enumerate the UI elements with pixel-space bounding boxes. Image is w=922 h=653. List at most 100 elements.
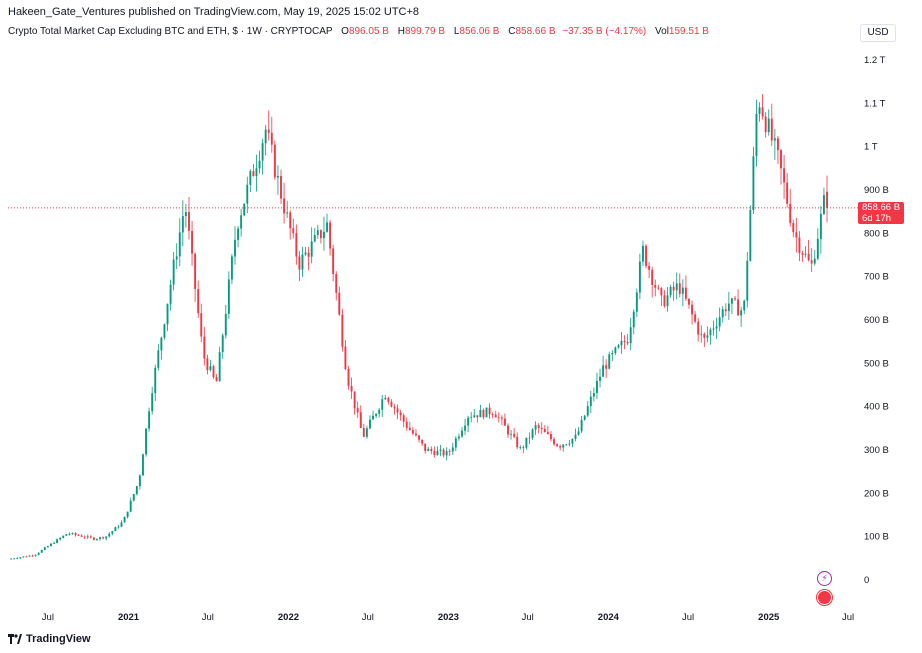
candle-body — [359, 412, 362, 428]
candle-body — [301, 254, 304, 270]
candle-body — [372, 415, 374, 420]
candle-body — [341, 314, 344, 347]
candle-body — [629, 327, 632, 344]
x-tick-label: 2021 — [118, 612, 140, 623]
candle-body — [755, 113, 758, 157]
candle-body — [700, 333, 703, 335]
candle-body — [663, 295, 666, 307]
x-tick-label: Jul — [842, 612, 854, 623]
candle-body — [221, 335, 224, 353]
y-tick-label: 0 — [864, 575, 869, 586]
candle-body — [491, 414, 494, 416]
candle-body — [212, 366, 215, 377]
candle-body — [402, 415, 405, 422]
candle-body — [709, 329, 712, 336]
candle-body — [267, 129, 270, 133]
candle-body — [369, 419, 371, 429]
candle-body — [169, 284, 172, 304]
candle-body — [411, 429, 414, 434]
candle-body — [743, 300, 746, 311]
candle-body — [347, 369, 350, 386]
candle-body — [442, 449, 445, 456]
candle-body — [310, 241, 313, 257]
candle-body — [191, 230, 194, 254]
candle-body — [145, 428, 147, 455]
candle-body — [479, 409, 482, 418]
candle-body — [433, 451, 436, 456]
candle-body — [461, 430, 463, 437]
candle-body — [436, 450, 439, 456]
candle-body — [638, 261, 641, 293]
candle-body — [240, 215, 243, 229]
candle-body — [571, 438, 574, 444]
candle-body — [166, 303, 169, 325]
currency-button[interactable]: USD — [860, 24, 896, 42]
candle-body — [776, 138, 779, 151]
lightning-icon[interactable]: ⚡ — [817, 571, 832, 586]
candle-body — [378, 409, 381, 414]
candle-body — [86, 536, 89, 538]
candle-body — [384, 397, 387, 400]
candle-body — [430, 448, 433, 452]
candle-body — [209, 366, 212, 371]
candle-body — [200, 313, 203, 337]
candle-body — [184, 212, 187, 217]
candle-body — [181, 216, 184, 233]
candle-body — [445, 451, 448, 456]
candle-body — [405, 421, 408, 428]
candle-body — [77, 534, 80, 536]
candle-body — [562, 444, 565, 448]
candle-body — [448, 451, 451, 453]
candle-body — [43, 547, 46, 550]
candle-body — [574, 434, 577, 439]
candle-body — [795, 232, 798, 238]
candle-body — [62, 535, 65, 538]
candle-body — [111, 531, 114, 534]
candle-body — [249, 171, 252, 185]
candle-body — [40, 549, 43, 553]
close-key: C — [508, 26, 516, 37]
candle-body — [457, 436, 460, 439]
low-value: 856.06 B — [459, 26, 500, 37]
candle-body — [129, 500, 132, 512]
candle-body — [454, 438, 457, 448]
y-tick-label: 600 B — [864, 315, 889, 326]
candle-body — [92, 537, 95, 540]
candle-body — [56, 539, 59, 544]
candle-body — [307, 252, 310, 257]
candle-body — [102, 537, 105, 539]
candle-body — [485, 407, 488, 418]
candle-body — [65, 534, 68, 536]
candle-body — [163, 324, 166, 338]
us-flag-icon[interactable] — [817, 590, 832, 605]
candle-body — [522, 447, 525, 449]
candle-body — [292, 228, 295, 234]
candle-body — [626, 341, 629, 344]
candle-body — [611, 352, 614, 355]
candle-body — [142, 454, 144, 476]
candle-body — [68, 533, 71, 535]
candle-body — [657, 287, 660, 289]
candle-body — [96, 538, 98, 540]
candle-body — [513, 433, 516, 437]
candle-body — [344, 346, 347, 370]
y-tick-label: 1.2 T — [864, 55, 886, 66]
candle-body — [387, 397, 390, 402]
candle-body — [464, 425, 467, 431]
candle-body — [135, 486, 138, 495]
candle-body — [780, 150, 782, 169]
candle-body — [758, 107, 761, 114]
candle-body — [160, 337, 163, 351]
candle-body — [635, 292, 638, 312]
candle-body — [16, 558, 19, 560]
candle-body — [678, 283, 681, 294]
y-tick-label: 900 B — [864, 185, 889, 196]
candle-body — [19, 557, 22, 559]
candle-body — [596, 380, 598, 394]
candle-body — [804, 253, 807, 255]
symbol-legend: Crypto Total Market Cap Excluding BTC an… — [8, 26, 709, 37]
bar-countdown: 6d 17h — [862, 212, 892, 224]
candle-body — [215, 376, 218, 382]
candle-body — [721, 309, 724, 318]
